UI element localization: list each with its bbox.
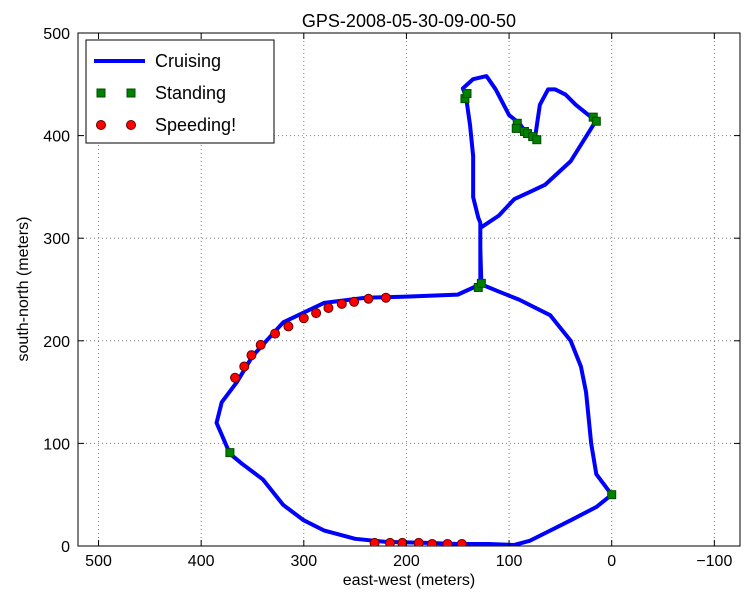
plot-area	[77, 32, 741, 547]
standing-point	[476, 278, 486, 288]
speeding-point	[363, 293, 374, 304]
x-tick-label: −100	[696, 553, 732, 570]
speeding-point	[239, 361, 250, 372]
x-tick-label: 0	[607, 553, 616, 570]
legend-speeding-label: Speeding!	[155, 115, 236, 135]
speeding-point	[298, 313, 309, 324]
speeding-point	[230, 372, 241, 383]
x-tick-label: 500	[85, 553, 112, 570]
standing-point	[462, 89, 472, 99]
standing-point	[591, 116, 601, 126]
speeding-point	[369, 537, 380, 546]
speeding-point	[456, 538, 467, 546]
standing-point	[511, 123, 521, 133]
y-tick-label: 0	[61, 539, 70, 556]
legend-standing-label: Standing	[155, 83, 226, 103]
legend-cruising-label: Cruising	[155, 51, 221, 71]
x-axis-label: east-west (meters)	[343, 572, 475, 589]
legend-speeding-marker-left	[96, 120, 106, 130]
standing-point	[225, 448, 235, 458]
legend-standing-marker-right	[126, 88, 136, 98]
cruising-line	[214, 74, 614, 546]
speeding-point	[385, 537, 396, 546]
y-axis-label: south-north (meters)	[15, 217, 32, 362]
tick-layer: 500 400 300 200 100 0 −100 0 100 200 300 400 500	[43, 26, 740, 570]
speeding-point	[380, 292, 391, 303]
legend-box	[85, 39, 275, 144]
legend-standing-marker-left	[96, 88, 106, 98]
grid	[78, 32, 740, 547]
speeding-point	[246, 350, 257, 361]
series-layer	[214, 74, 617, 546]
x-tick-label: 200	[393, 553, 420, 570]
y-tick-label: 300	[43, 231, 70, 248]
speeding-point	[349, 296, 360, 307]
y-tick-label: 100	[43, 436, 70, 453]
y-tick-label: 200	[43, 334, 70, 351]
legend: Cruising Standing Speeding!	[85, 39, 275, 144]
y-tick-label: 500	[43, 26, 70, 43]
speeding-point	[311, 308, 322, 319]
speeding-point	[442, 538, 453, 546]
standing-point	[607, 490, 617, 500]
x-tick-label: 400	[188, 553, 215, 570]
speeding-point	[255, 339, 266, 350]
y-tick-label: 400	[43, 129, 70, 146]
standing-point	[532, 135, 542, 145]
x-tick-label: 300	[290, 553, 317, 570]
chart-title: GPS-2008-05-30-09-00-50	[302, 11, 516, 31]
speeding-point	[336, 298, 347, 309]
speeding-point	[427, 538, 438, 546]
speeding-point	[323, 302, 334, 313]
speeding-point	[283, 321, 294, 332]
legend-speeding-marker-right	[126, 120, 136, 130]
speeding-point	[270, 328, 281, 339]
speeding-point	[413, 537, 424, 546]
x-tick-label: 100	[496, 553, 523, 570]
